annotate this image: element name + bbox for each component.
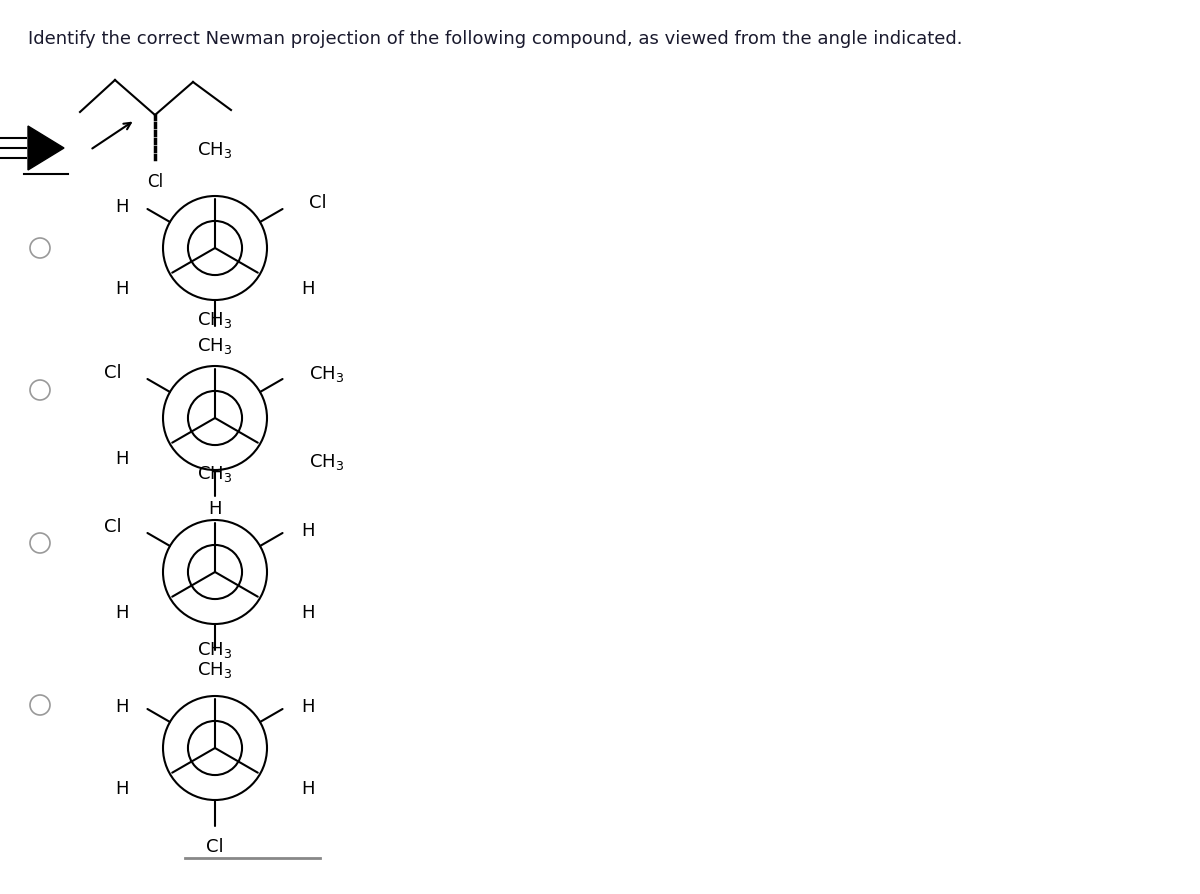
Text: Cl: Cl — [146, 173, 163, 191]
Text: H: H — [115, 280, 128, 298]
Text: Identify the correct Newman projection of the following compound, as viewed from: Identify the correct Newman projection o… — [28, 30, 962, 48]
Text: H: H — [301, 604, 316, 622]
Text: Cl: Cl — [104, 518, 121, 536]
Text: CH$_3$: CH$_3$ — [308, 452, 343, 472]
Text: H: H — [115, 780, 128, 798]
Text: Cl: Cl — [104, 364, 121, 382]
Polygon shape — [28, 126, 64, 170]
Text: Cl: Cl — [206, 838, 224, 856]
Text: H: H — [209, 500, 222, 518]
Text: Cl: Cl — [308, 194, 326, 212]
Text: CH$_3$: CH$_3$ — [197, 336, 233, 356]
Text: H: H — [301, 280, 316, 298]
Text: H: H — [301, 780, 316, 798]
Text: CH$_3$: CH$_3$ — [197, 640, 233, 660]
Text: H: H — [301, 698, 316, 716]
Text: H: H — [115, 604, 128, 622]
Text: CH$_3$: CH$_3$ — [308, 364, 343, 384]
Text: H: H — [115, 698, 128, 716]
Text: CH$_3$: CH$_3$ — [197, 660, 233, 680]
Text: CH$_3$: CH$_3$ — [197, 464, 233, 484]
Text: CH$_3$: CH$_3$ — [197, 140, 233, 160]
Text: H: H — [301, 522, 316, 540]
Text: H: H — [115, 450, 128, 468]
Text: H: H — [115, 198, 128, 216]
Text: CH$_3$: CH$_3$ — [197, 310, 233, 330]
